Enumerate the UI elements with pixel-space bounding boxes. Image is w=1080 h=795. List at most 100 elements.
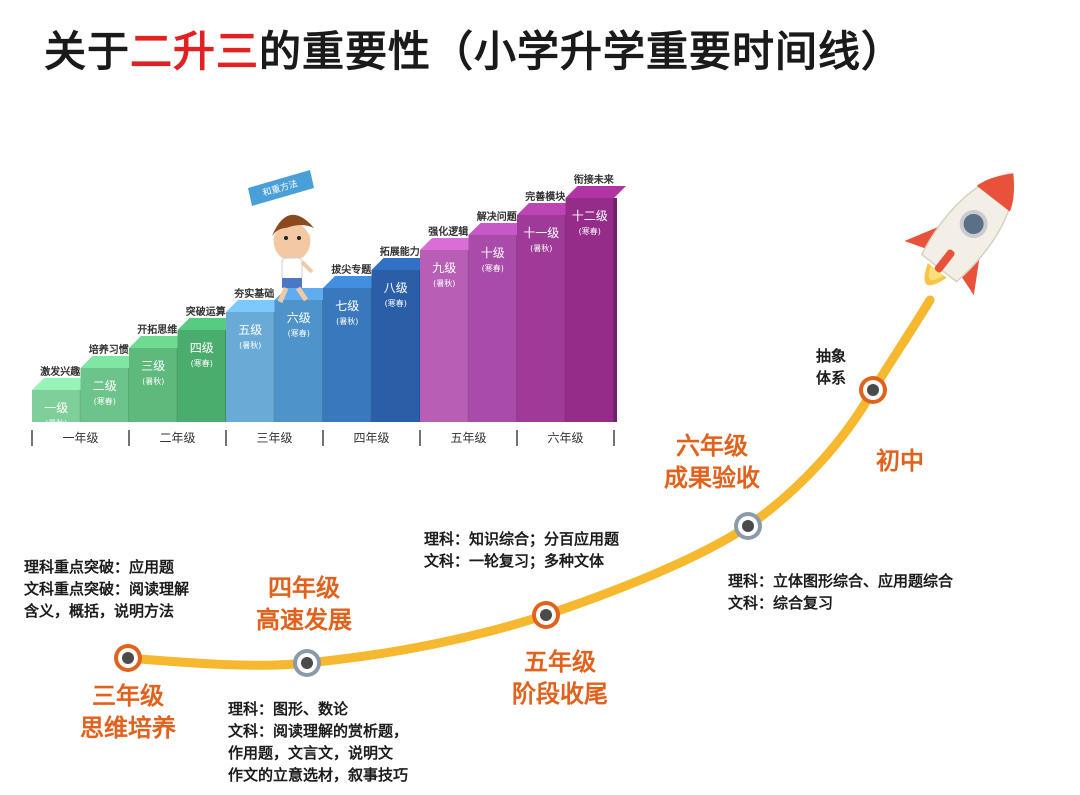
stair-grade: 九级 xyxy=(432,261,456,275)
timeline-node xyxy=(859,376,887,404)
year-label: 六年级 xyxy=(547,431,583,445)
stair-front-face xyxy=(32,390,81,422)
stair-top-face xyxy=(323,276,384,288)
notes-grade3: 理科重点突破：应用题 文科重点突破：阅读理解 含义，概括，说明方法 xyxy=(24,556,189,622)
notes-junior: 抽象 体系 xyxy=(816,345,846,389)
stage-grade4: 四年级 高速发展 xyxy=(244,572,364,636)
title-prefix: 关于 xyxy=(44,27,131,76)
notes-grade4: 理科：图形、数论 文科：阅读理解的赏析题， 作用题，文言文，说明文 作文的立意选… xyxy=(228,698,408,786)
stair-tag: 强化逻辑 xyxy=(428,225,468,238)
stair-grade: 四级 xyxy=(190,341,214,355)
timeline-node xyxy=(734,512,762,540)
stair-tag: 拔尖专题 xyxy=(331,263,372,276)
year-label: 一年级 xyxy=(62,431,98,445)
stair-top-face xyxy=(565,186,626,198)
note-line: 理科：知识综合；分百应用题 xyxy=(424,530,620,548)
stair-top-face xyxy=(32,378,93,390)
stair-term: (寒春) xyxy=(482,263,504,273)
stair-tag: 激发兴趣 xyxy=(40,365,81,378)
stair-term: (暑秋) xyxy=(142,376,164,386)
stair-top-face xyxy=(80,356,141,368)
stage-grade6: 六年级 成果验收 xyxy=(652,430,772,494)
stair-front-face xyxy=(420,250,469,422)
student-figure-icon xyxy=(272,214,314,303)
stage-grade5-subtitle: 阶段收尾 xyxy=(512,680,608,708)
stair-tag: 培养习惯 xyxy=(89,343,129,356)
stair-term: (暑秋) xyxy=(433,278,455,288)
stair-front-face xyxy=(226,312,275,422)
stair-top-face xyxy=(468,223,529,235)
stage-grade4-subtitle: 高速发展 xyxy=(256,606,352,634)
note-line: 文科重点突破：阅读理解 xyxy=(24,580,190,598)
stair-tag: 拓展能力 xyxy=(380,245,420,258)
stair-grade: 十二级 xyxy=(572,209,608,223)
stair-grade: 七级 xyxy=(335,299,359,313)
stage-grade6-title: 六年级 xyxy=(676,432,748,460)
stair-grade: 六级 xyxy=(287,311,311,325)
timeline-node xyxy=(532,601,560,629)
stair-top-face xyxy=(517,203,578,215)
stair-term: (暑秋) xyxy=(45,418,67,428)
stair-front-face xyxy=(274,300,323,422)
note-line: 理科：立体图形综合、应用题综合 xyxy=(728,572,954,590)
note-line: 作用题，文言文，说明文 xyxy=(228,744,394,762)
note-line: 体系 xyxy=(816,369,847,387)
year-label: 四年级 xyxy=(353,431,389,445)
stair-grade: 一级 xyxy=(44,401,68,415)
stair-term: (寒春) xyxy=(94,396,116,406)
notes-grade6: 理科：立体图形综合、应用题综合 文科：综合复习 xyxy=(728,570,953,614)
year-label: 二年级 xyxy=(159,431,195,445)
stair-front-face xyxy=(177,330,226,422)
stair-top-face xyxy=(177,318,238,330)
stair-term: (寒春) xyxy=(288,328,310,338)
note-line: 文科：一轮复习；多种文体 xyxy=(424,552,605,570)
note-line: 文科：阅读理解的赏析题， xyxy=(228,722,409,740)
stair-step: 六级 (寒春) xyxy=(274,288,335,422)
stair-term: (寒春) xyxy=(385,298,407,308)
stair-front-face xyxy=(323,288,372,422)
page-title: 关于二升三的重要性（小学升学重要时间线） xyxy=(44,18,904,79)
note-line: 理科重点突破：应用题 xyxy=(24,558,175,576)
year-label: 三年级 xyxy=(256,431,292,445)
stage-grade6-subtitle: 成果验收 xyxy=(664,464,760,492)
stage-grade3-title: 三年级 xyxy=(92,682,164,710)
stair-tag: 解决问题 xyxy=(477,210,518,223)
stair-term: (暑秋) xyxy=(336,316,358,326)
stair-front-face xyxy=(468,235,517,422)
note-line: 作文的立意选材，叙事技巧 xyxy=(228,766,409,784)
title-suffix: 的重要性（小学升学重要时间线） xyxy=(259,27,905,76)
note-line: 含义，概括，说明方法 xyxy=(24,602,175,620)
title-highlight: 二升三 xyxy=(130,27,260,76)
stage-grade4-title: 四年级 xyxy=(268,574,340,602)
stair-top-face xyxy=(420,238,481,250)
stair-term: (寒春) xyxy=(191,358,213,368)
stair-grade: 三级 xyxy=(141,359,165,373)
stair-term: (暑秋) xyxy=(530,243,552,253)
stair-top-face xyxy=(371,258,432,270)
stair-grade: 十一级 xyxy=(523,226,559,240)
stair-grade: 五级 xyxy=(238,323,262,337)
stair-term: (寒春) xyxy=(579,226,601,236)
stage-grade5: 五年级 阶段收尾 xyxy=(500,646,620,710)
stair-front-face xyxy=(565,198,614,422)
banner-flag: 和重方法 xyxy=(248,170,314,206)
stage-junior: 初中 xyxy=(860,445,940,477)
stair-tag: 完善模块 xyxy=(525,190,566,203)
stage-grade3-subtitle: 思维培养 xyxy=(80,714,176,742)
stair-top-face xyxy=(226,300,287,312)
stair-front-face xyxy=(129,348,178,422)
stair-tag: 突破运算 xyxy=(186,305,226,318)
stair-front-face xyxy=(80,368,129,422)
stair-front-face xyxy=(371,270,420,422)
notes-grade5: 理科：知识综合；分百应用题 文科：一轮复习；多种文体 xyxy=(424,528,619,572)
stair-tag: 衔接未来 xyxy=(574,173,615,186)
